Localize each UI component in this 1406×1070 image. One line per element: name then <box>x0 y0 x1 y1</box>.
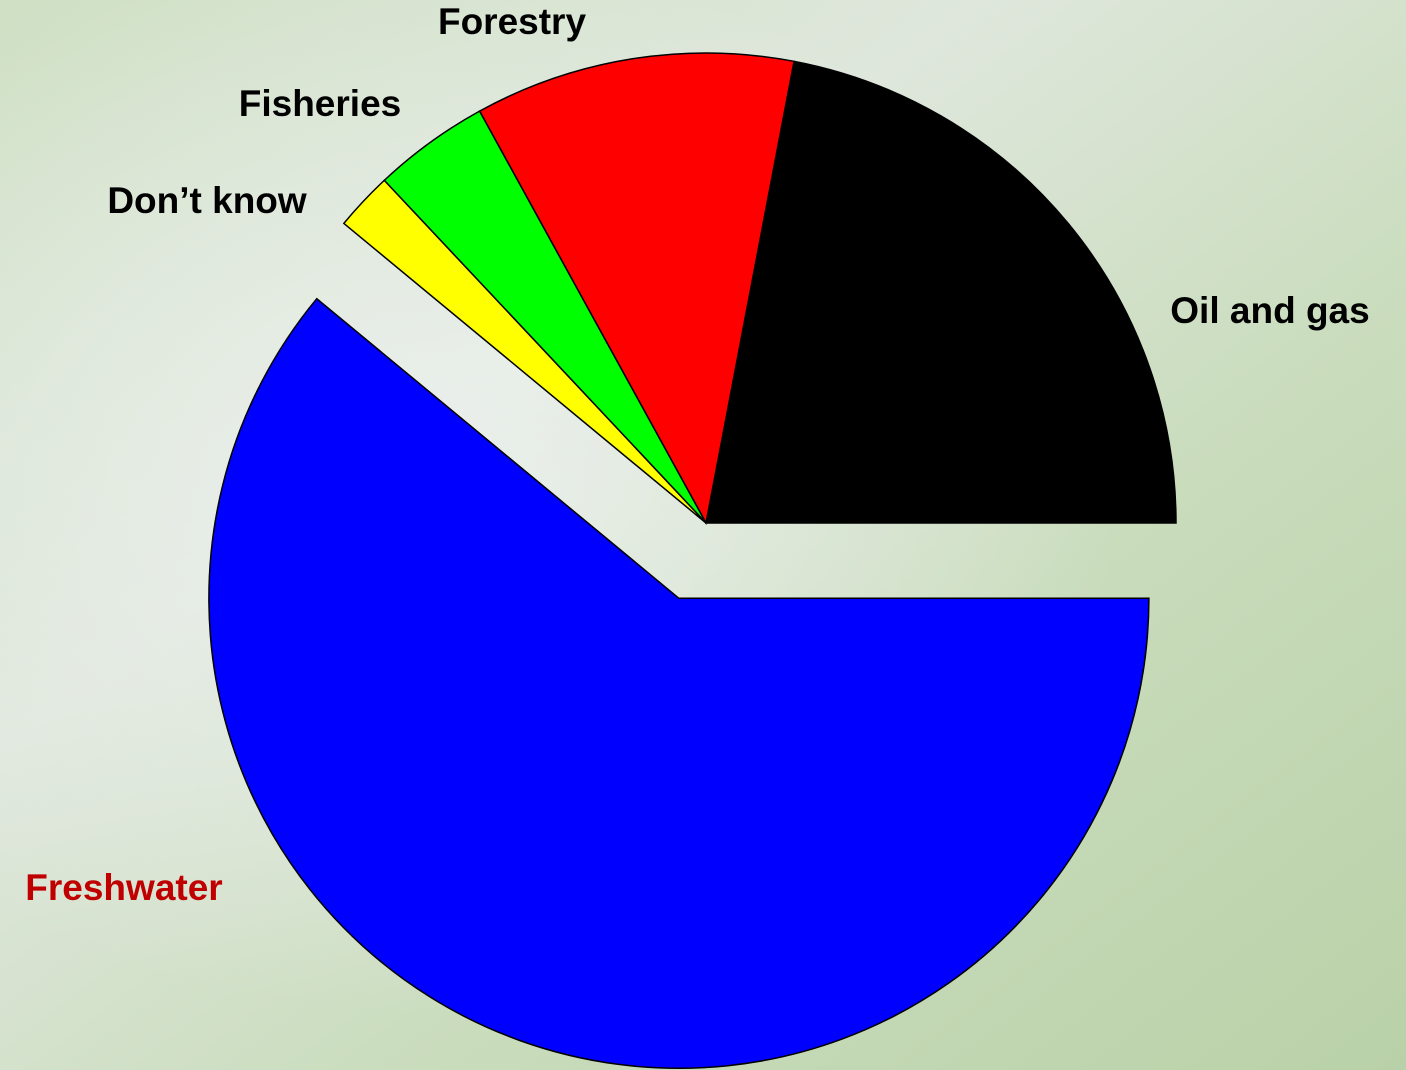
pie-slice <box>478 52 795 526</box>
pie-slice <box>705 60 1177 524</box>
slice-label: Freshwater <box>25 867 222 908</box>
slice-label: Oil and gas <box>1170 290 1369 331</box>
slice-label: Don’t know <box>107 180 307 221</box>
slice-label: Fisheries <box>239 83 401 124</box>
pie-slice <box>342 179 707 524</box>
slice-label: Forestry <box>438 1 586 42</box>
pie-slice <box>208 297 1150 1070</box>
